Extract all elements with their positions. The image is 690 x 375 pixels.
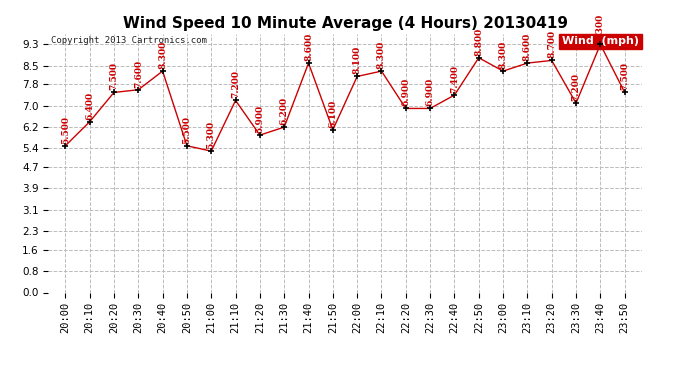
Text: 8.300: 8.300: [499, 41, 508, 69]
Text: 8.100: 8.100: [353, 46, 362, 74]
Text: 8.600: 8.600: [523, 33, 532, 61]
Text: 9.300: 9.300: [596, 14, 605, 42]
Text: 6.400: 6.400: [85, 92, 94, 120]
Text: 7.200: 7.200: [231, 70, 240, 98]
Title: Wind Speed 10 Minute Average (4 Hours) 20130419: Wind Speed 10 Minute Average (4 Hours) 2…: [123, 16, 567, 31]
Text: 7.500: 7.500: [620, 62, 629, 90]
Text: 7.500: 7.500: [110, 62, 119, 90]
Text: 5.500: 5.500: [61, 116, 70, 144]
Text: 8.800: 8.800: [474, 27, 483, 56]
Text: 6.900: 6.900: [426, 78, 435, 106]
Text: 5.900: 5.900: [255, 105, 264, 133]
Text: Copyright 2013 Cartronics.com: Copyright 2013 Cartronics.com: [51, 36, 207, 45]
Text: 5.500: 5.500: [182, 116, 191, 144]
Text: 8.600: 8.600: [304, 33, 313, 61]
Text: 8.700: 8.700: [547, 30, 556, 58]
Text: Wind  (mph): Wind (mph): [562, 36, 639, 46]
Text: 8.300: 8.300: [158, 41, 167, 69]
Text: 6.100: 6.100: [328, 99, 337, 128]
Text: 7.400: 7.400: [450, 65, 459, 93]
Text: 5.300: 5.300: [207, 121, 216, 149]
Text: 6.900: 6.900: [402, 78, 411, 106]
Text: 8.300: 8.300: [377, 41, 386, 69]
Text: 6.200: 6.200: [279, 97, 288, 125]
Text: 7.200: 7.200: [571, 73, 580, 101]
Text: 7.600: 7.600: [134, 60, 143, 88]
